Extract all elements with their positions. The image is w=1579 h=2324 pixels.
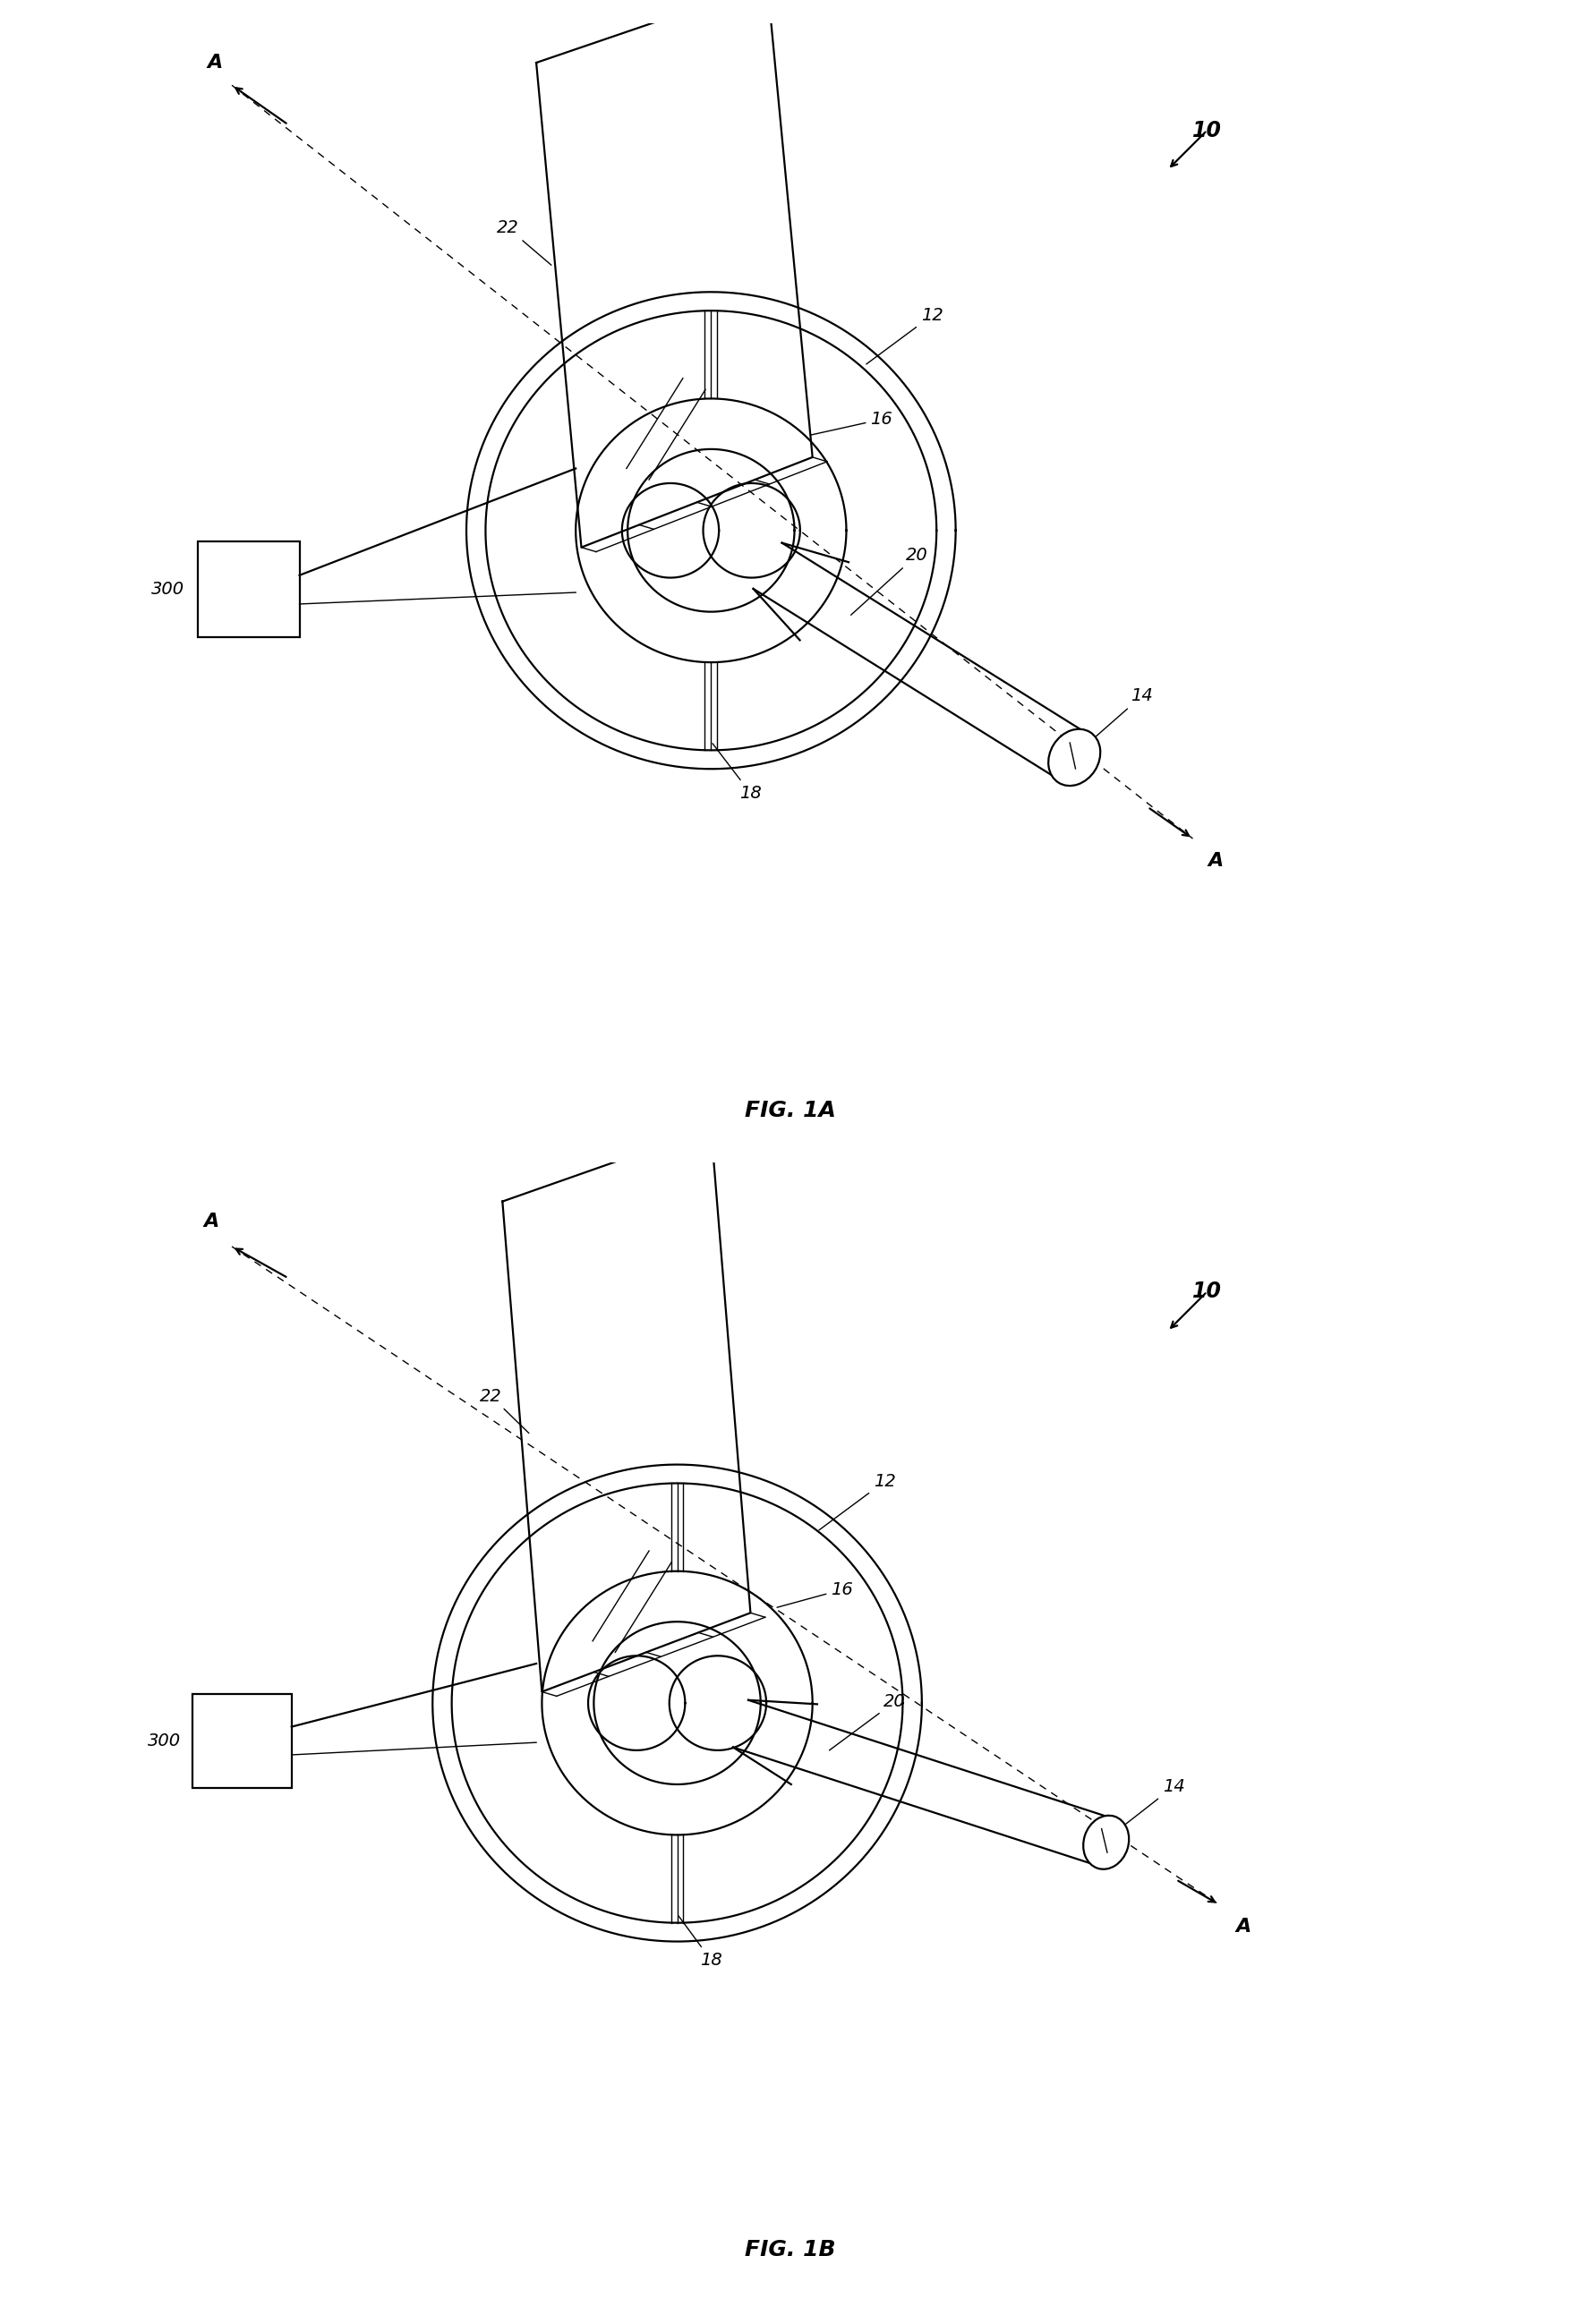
Ellipse shape (1048, 730, 1099, 786)
Text: 300: 300 (148, 1731, 182, 1750)
Text: A: A (204, 1213, 219, 1232)
Text: 300: 300 (152, 581, 185, 597)
Text: 12: 12 (818, 1473, 895, 1529)
Ellipse shape (1083, 1815, 1129, 1868)
Text: A: A (1235, 1917, 1251, 1936)
Text: 12: 12 (865, 307, 943, 365)
Text: 14: 14 (1121, 1778, 1184, 1827)
Text: 16: 16 (777, 1580, 853, 1608)
Text: 14: 14 (1093, 688, 1153, 739)
Text: A: A (207, 53, 223, 72)
Text: 10: 10 (1192, 1281, 1221, 1301)
Text: 22: 22 (496, 218, 551, 265)
Bar (193, 1694, 292, 1787)
Text: 10: 10 (1192, 119, 1221, 142)
Text: 22: 22 (480, 1387, 529, 1434)
Text: 20: 20 (829, 1694, 905, 1750)
Bar (197, 541, 300, 637)
Text: 18: 18 (712, 744, 761, 802)
Text: A: A (1206, 853, 1222, 869)
Text: FIG. 1A: FIG. 1A (744, 1099, 835, 1122)
Text: FIG. 1B: FIG. 1B (744, 2238, 835, 2261)
Text: 18: 18 (679, 1915, 722, 1968)
Text: 20: 20 (851, 546, 927, 616)
Text: 16: 16 (810, 411, 892, 435)
